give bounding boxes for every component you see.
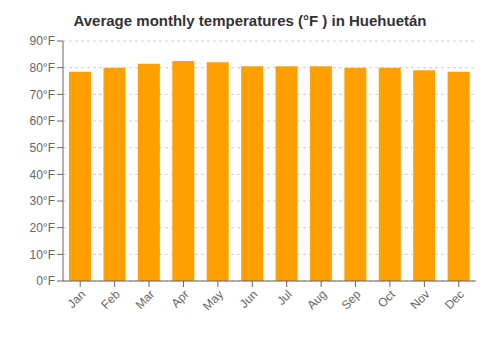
svg-text:70°F: 70°F bbox=[30, 88, 55, 102]
html-text:Average monthly temperatures (: Average monthly temperatures (°F ) in Hu… bbox=[73, 12, 427, 29]
svg-text:30°F: 30°F bbox=[30, 194, 55, 208]
svg-text:90°F: 90°F bbox=[30, 34, 55, 48]
svg-text:Jul: Jul bbox=[274, 287, 295, 308]
svg-text:20°F: 20°F bbox=[30, 221, 55, 235]
svg-text:May: May bbox=[200, 287, 226, 313]
svg-text:40°F: 40°F bbox=[30, 168, 55, 182]
svg-text:0°F: 0°F bbox=[36, 274, 55, 288]
svg-text:Oct: Oct bbox=[375, 287, 399, 311]
svg-text:10°F: 10°F bbox=[30, 248, 55, 262]
svg-text:Jan: Jan bbox=[65, 287, 89, 311]
svg-text:80°F: 80°F bbox=[30, 61, 55, 75]
svg-text:Mar: Mar bbox=[133, 287, 158, 312]
svg-text:Apr: Apr bbox=[168, 287, 191, 310]
svg-text:Aug: Aug bbox=[304, 287, 329, 312]
svg-text:50°F: 50°F bbox=[30, 141, 55, 155]
svg-text:Nov: Nov bbox=[408, 287, 433, 312]
svg-text:Sep: Sep bbox=[339, 287, 364, 312]
svg-text:Feb: Feb bbox=[98, 287, 123, 312]
svg-text:Dec: Dec bbox=[442, 287, 467, 312]
svg-text:60°F: 60°F bbox=[30, 114, 55, 128]
svg-text:Jun: Jun bbox=[237, 287, 261, 311]
